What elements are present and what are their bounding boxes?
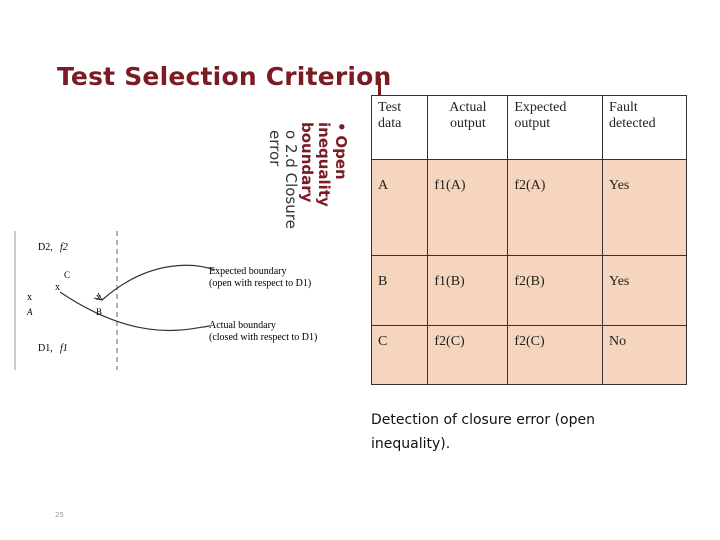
table-cell: f1(B) bbox=[427, 254, 509, 326]
title-divider bbox=[378, 78, 381, 96]
region-d2-func: f2 bbox=[60, 242, 68, 253]
actual-boundary-curve bbox=[59, 291, 211, 332]
table-cell: C bbox=[370, 324, 429, 386]
sub-bullet-marker: o bbox=[281, 130, 300, 140]
header-actual-output: Actual output bbox=[427, 95, 509, 160]
expected-boundary-label: Expected boundary bbox=[209, 266, 286, 277]
region-d1-label: D1, bbox=[38, 343, 53, 354]
boundary-diagram: D2, f2 D1, f1 x A x B x C Expected bound… bbox=[10, 228, 330, 373]
region-d1-func: f1 bbox=[60, 343, 68, 354]
header-fault-detected: Fault detected bbox=[602, 95, 687, 160]
header-test-data: Test data bbox=[370, 95, 429, 160]
point-a-label: A bbox=[26, 307, 33, 317]
expected-boundary-curve bbox=[101, 264, 216, 301]
point-b-label: B bbox=[96, 307, 102, 317]
expected-boundary-sublabel: (open with respect to D1) bbox=[209, 278, 311, 289]
bullet-marker: • bbox=[332, 122, 350, 132]
region-d2-label: D2, bbox=[38, 242, 53, 253]
table-row: B f1(B) f2(B) Yes bbox=[370, 254, 687, 326]
table-row: C f2(C) f2(C) No bbox=[370, 324, 687, 386]
table-cell: A bbox=[370, 158, 429, 256]
point-c-mark: x bbox=[55, 282, 60, 293]
table-caption: Detection of closure error (open inequal… bbox=[371, 412, 595, 452]
table-cell: f2(B) bbox=[507, 254, 603, 326]
test-selection-table: Test data Actual output Expected output … bbox=[370, 95, 687, 386]
table-cell: f1(A) bbox=[427, 158, 509, 256]
actual-boundary-label: Actual boundary bbox=[209, 320, 276, 331]
table-cell: f2(C) bbox=[507, 324, 603, 386]
table-cell: B bbox=[370, 254, 429, 326]
arrow-head-b bbox=[93, 292, 104, 301]
header-expected-output: Expected output bbox=[507, 95, 603, 160]
sub-bullet-number: 2.d bbox=[281, 143, 300, 168]
page-number: 25 bbox=[55, 511, 64, 519]
bullet-block: • Open inequality boundary o 2.d Closure… bbox=[200, 122, 351, 232]
table-cell: f2(C) bbox=[427, 324, 509, 386]
boundary-diagram-svg: D2, f2 D1, f1 x A x B x C Expected bound… bbox=[14, 231, 317, 370]
point-a-mark: x bbox=[27, 292, 32, 303]
table-header-row: Test data Actual output Expected output … bbox=[370, 95, 687, 160]
slide-title: Test Selection Criterion bbox=[57, 62, 392, 91]
point-c-label: C bbox=[64, 270, 70, 280]
actual-boundary-sublabel: (closed with respect to D1) bbox=[209, 332, 317, 343]
table-row: A f1(A) f2(A) Yes bbox=[370, 158, 687, 256]
bullet-text-rotated: • Open inequality boundary o 2.d Closure… bbox=[266, 122, 351, 232]
table-cell: Yes bbox=[602, 158, 687, 256]
bullet-main-text: Open inequality boundary bbox=[298, 122, 351, 207]
table-cell: Yes bbox=[602, 254, 687, 326]
point-b-mark: x bbox=[96, 292, 101, 303]
table-cell: f2(A) bbox=[507, 158, 603, 256]
table-cell: No bbox=[602, 324, 687, 386]
